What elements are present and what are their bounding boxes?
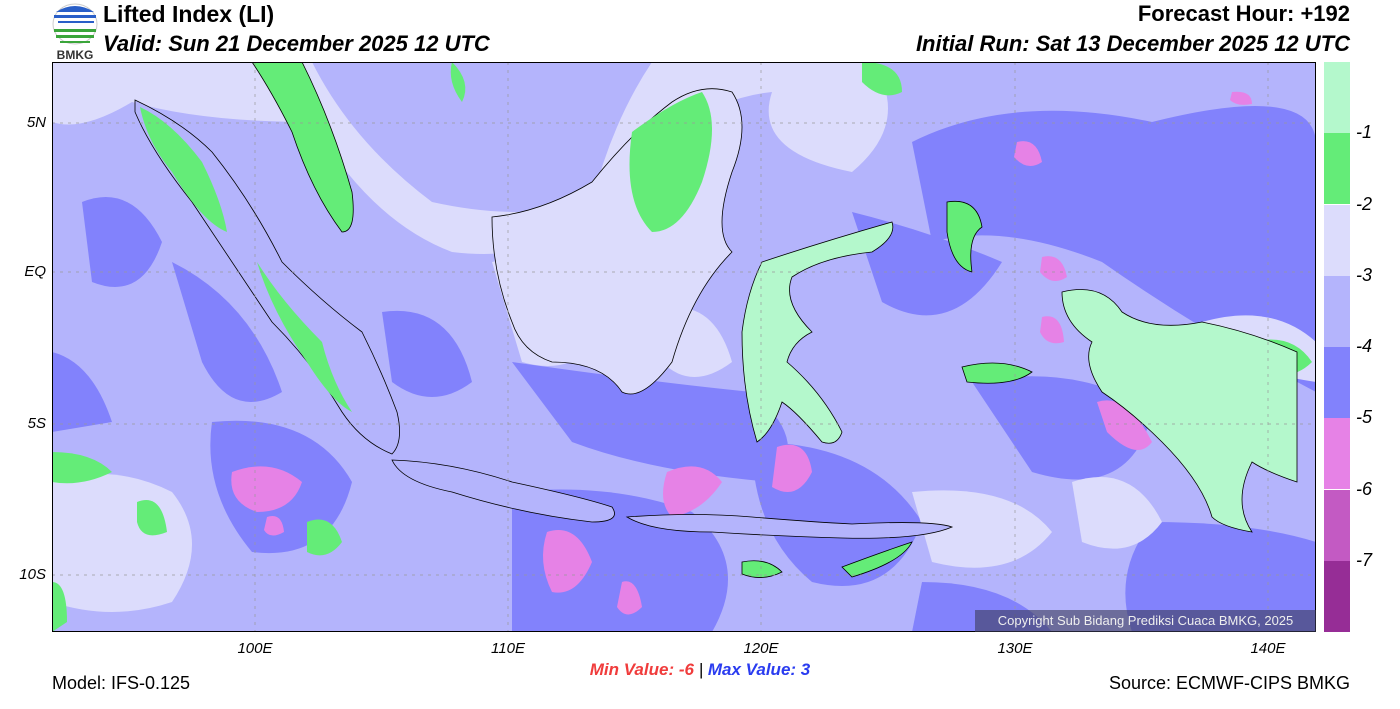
bmkg-logo: BMKG	[52, 3, 98, 60]
colorbar-swatch	[1324, 133, 1350, 205]
lat-label-10s: 10S	[19, 566, 46, 583]
colorbar-label: -5	[1356, 407, 1373, 428]
borneo-green	[629, 92, 712, 232]
malay-peninsula	[251, 62, 354, 233]
colorbar-swatch	[1324, 275, 1350, 347]
sumatra-green	[140, 107, 352, 412]
lon-label-120e: 120E	[743, 640, 779, 657]
colorbar-label: -1	[1356, 122, 1373, 143]
min-value: -6	[678, 660, 694, 679]
halmahera	[946, 200, 983, 273]
colorbar-swatch	[1324, 62, 1350, 133]
colorbar-swatch	[1324, 560, 1350, 632]
li-5-6-areas	[231, 91, 1252, 615]
lon-label-110e: 110E	[491, 640, 525, 657]
sumba	[741, 560, 783, 578]
lon-label-130e: 130E	[997, 640, 1033, 657]
colorbar-swatch	[1324, 489, 1350, 561]
grid-lines	[52, 62, 1316, 632]
land-masses	[134, 62, 1298, 578]
colorbar-label: -2	[1356, 193, 1373, 214]
model-label: Model: IFS-0.125	[52, 673, 191, 693]
sulawesi	[741, 221, 894, 444]
max-label: Max Value:	[707, 660, 797, 679]
seram	[961, 362, 1033, 384]
lat-label-5n: 5N	[26, 114, 46, 131]
colorbar-swatch	[1324, 347, 1350, 418]
max-value: 3	[800, 660, 811, 679]
lifted-index-map	[52, 62, 1316, 632]
new-guinea	[1061, 289, 1298, 533]
copyright: Copyright Sub Bidang Prediksi Cuaca BMKG…	[975, 610, 1316, 632]
timor	[841, 541, 913, 578]
colorbar-label: -4	[1356, 336, 1373, 356]
initial-run: Initial Run: Sat 13 December 2025 12 UTC	[915, 31, 1350, 56]
svg-text:BMKG: BMKG	[57, 48, 94, 60]
valid-time: Valid: Sun 21 December 2025 12 UTC	[103, 31, 490, 56]
separator: |	[698, 660, 704, 679]
chart-title: Lifted Index (LI)	[103, 1, 275, 27]
lon-label-100e: 100E	[237, 640, 273, 657]
forecast-hour: Forecast Hour: +192	[1137, 1, 1350, 26]
lon-label-140e: 140E	[1250, 640, 1286, 657]
lesser-sunda	[625, 514, 954, 539]
min-label: Min Value:	[589, 660, 675, 679]
colorbar-swatch	[1324, 418, 1350, 490]
colorbar-label: -7	[1356, 549, 1373, 570]
java	[391, 459, 615, 523]
colorbar-swatch	[1324, 204, 1350, 276]
colorbar-label: -6	[1356, 478, 1373, 499]
lat-label-5s: 5S	[27, 415, 46, 432]
source-label: Source: ECMWF-CIPS BMKG	[1108, 673, 1350, 693]
colorbar-label: -3	[1356, 264, 1373, 285]
lat-label-eq: EQ	[24, 263, 46, 280]
min-max-values: Min Value: -6 | Max Value: 3	[0, 660, 1400, 680]
